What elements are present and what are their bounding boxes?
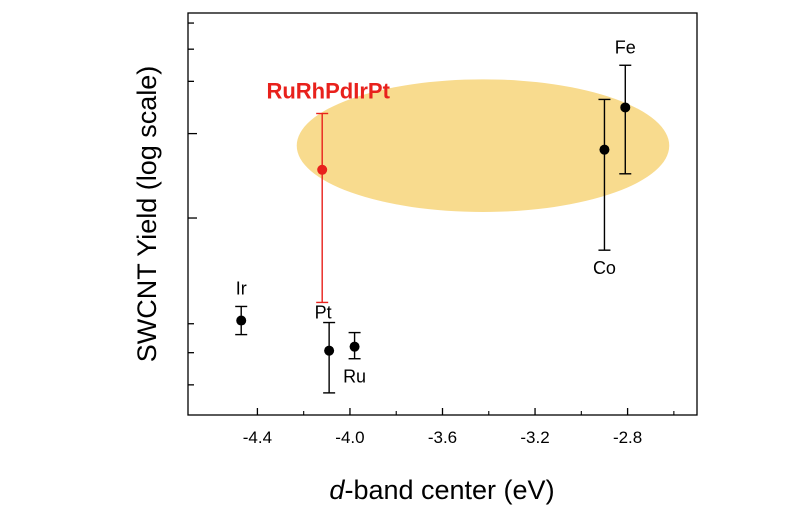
x-tick-label: -3.6	[428, 428, 457, 447]
point-label: Pt	[315, 303, 332, 323]
marker	[620, 102, 631, 113]
marker	[599, 144, 610, 155]
point-label: Ir	[236, 278, 247, 298]
y-axis-ticks	[188, 22, 197, 386]
x-tick-label: -4.4	[243, 428, 272, 447]
y-axis-title: SWCNT Yield (log scale)	[132, 66, 162, 363]
x-tick-label: -3.2	[520, 428, 549, 447]
point-label: Fe	[615, 37, 636, 57]
data-point-pt: Pt	[315, 303, 336, 394]
data-point-rurhpdirpt: RuRhPdIrPt	[266, 79, 391, 304]
plot-frame	[187, 12, 698, 416]
marker	[236, 315, 247, 326]
marker	[349, 341, 360, 352]
x-tick-label: -2.8	[613, 428, 642, 447]
data-point-co: Co	[593, 98, 616, 278]
point-label: RuRhPdIrPt	[266, 79, 390, 104]
data-point-fe: Fe	[615, 37, 636, 175]
marker	[317, 164, 328, 175]
data-point-ru: Ru	[343, 331, 366, 387]
point-label: Co	[593, 258, 616, 278]
x-axis-title: d-band center (eV)	[329, 475, 554, 505]
data-point-ir: Ir	[235, 278, 248, 336]
highlight-region	[296, 79, 670, 212]
x-axis-ticks: -4.4 -4.0 -3.6 -3.2 -2.8	[243, 408, 675, 447]
data-points: Ir Pt Ru RuRhPdIrPt Co Fe	[235, 37, 636, 394]
x-tick-label: -4.0	[335, 428, 364, 447]
point-label: Ru	[343, 367, 366, 387]
marker	[324, 345, 335, 356]
